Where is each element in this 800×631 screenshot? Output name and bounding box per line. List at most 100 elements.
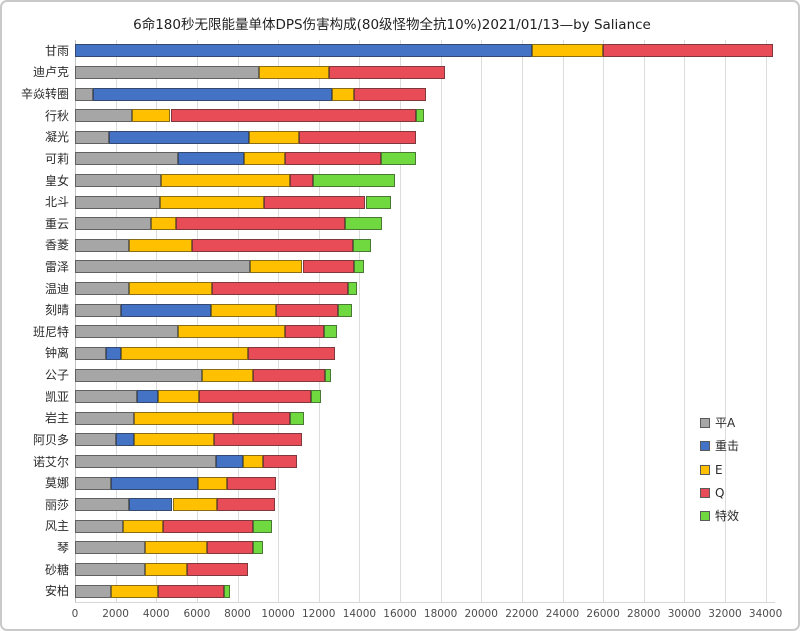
bar-segment-平A [75, 174, 162, 187]
bar-segment-特效 [365, 195, 391, 209]
bar-segment-平A [75, 411, 134, 425]
x-tick-label: 4000 [142, 608, 170, 620]
gridline-x-8000 [237, 40, 239, 602]
category-label: 辛焱转圈 [20, 87, 69, 102]
bar-row-凝光 [2, 130, 798, 144]
gridline-x-22000 [521, 40, 523, 602]
gridline-x-26000 [603, 40, 605, 602]
bar-segment-Q [227, 476, 276, 490]
bar-segment-E [258, 65, 329, 79]
bar-segment-E [161, 174, 291, 187]
x-tick-label: 24000 [545, 608, 580, 620]
category-label: 重云 [44, 216, 69, 231]
bar-row-诺艾尔 [2, 455, 798, 468]
bar-segment-特效 [290, 411, 305, 425]
bar-segment-重击 [177, 152, 244, 166]
bar-segment-Q [328, 65, 445, 79]
bar-segment-Q [233, 411, 291, 425]
category-label: 琴 [56, 540, 69, 555]
category-label: 可莉 [44, 151, 69, 166]
legend-swatch-icon [700, 464, 710, 475]
bar-segment-平A [75, 195, 161, 209]
bar-segment-特效 [323, 325, 337, 339]
category-label: 香菱 [44, 238, 69, 253]
category-label: 行秋 [44, 108, 69, 123]
bar-segment-Q [198, 390, 311, 404]
legend-item-平A: 平A [700, 416, 735, 430]
bar-segment-平A [75, 87, 94, 101]
bar-segment-平A [75, 368, 202, 382]
bar-row-辛焱转圈 [2, 87, 798, 101]
bar-segment-平A [75, 325, 178, 339]
bar-row-重云 [2, 217, 798, 231]
bar-segment-平A [75, 476, 111, 490]
bar-segment-特效 [354, 260, 365, 274]
bar-row-阿贝多 [2, 433, 798, 447]
gridline-x-4000 [156, 40, 158, 602]
bar-segment-平A [75, 282, 129, 296]
bar-row-雷泽 [2, 260, 798, 274]
bar-segment-E [242, 455, 263, 468]
bar-segment-Q [302, 260, 355, 274]
bar-segment-E [211, 303, 277, 317]
bar-segment-平A [75, 455, 217, 468]
bar-segment-特效 [312, 174, 395, 187]
x-tick-label: 8000 [224, 608, 251, 620]
bar-segment-平A [75, 130, 109, 144]
category-label: 公子 [44, 368, 69, 383]
bar-segment-Q [158, 584, 225, 598]
bar-row-安柏 [2, 584, 798, 598]
x-tick-label: 14000 [342, 608, 377, 620]
legend-label: Q [715, 485, 725, 500]
legend-item-E: E [700, 463, 723, 477]
bar-row-香菱 [2, 238, 798, 252]
bar-row-迪卢克 [2, 65, 798, 79]
bar-row-皇女 [2, 174, 798, 187]
legend-label: 平A [715, 416, 736, 430]
bar-segment-重击 [105, 346, 121, 360]
bar-segment-E [120, 346, 248, 360]
legend-swatch-icon [700, 418, 710, 428]
bar-segment-Q [186, 563, 248, 577]
gridline-x-12000 [318, 40, 320, 602]
x-tick-label: 0 [71, 608, 79, 620]
category-label: 凝光 [44, 130, 69, 145]
bar-segment-重击 [137, 390, 159, 404]
bar-segment-Q [354, 87, 427, 101]
x-tick-label: 16000 [383, 608, 417, 620]
bar-segment-平A [75, 390, 137, 404]
bar-segment-特效 [416, 109, 425, 123]
bar-segment-E [133, 411, 234, 425]
bar-segment-E [131, 109, 171, 123]
category-label: 岩主 [44, 411, 69, 426]
gridline-x-34000 [765, 40, 767, 602]
gridline-x-2000 [115, 40, 117, 602]
bar-row-凯亚 [2, 390, 798, 404]
gridline-x-20000 [481, 40, 483, 602]
bar-row-北斗 [2, 195, 798, 209]
bar-segment-Q [299, 130, 417, 144]
bar-row-丽莎 [2, 498, 798, 512]
gridline-x-16000 [400, 40, 401, 602]
legend-swatch-icon [700, 511, 710, 522]
bar-row-岩主 [2, 411, 798, 425]
x-tick-label: 20000 [464, 608, 498, 620]
category-label: 甘雨 [44, 43, 69, 58]
bar-segment-Q [207, 541, 253, 555]
bar-segment-Q [285, 152, 381, 166]
bar-segment-Q [163, 519, 253, 533]
category-label: 雷泽 [44, 259, 69, 274]
legend-label: E [715, 462, 723, 477]
bar-segment-E [532, 44, 604, 58]
bar-segment-E [248, 130, 300, 144]
x-tick-label: 26000 [586, 608, 620, 620]
category-label: 诺艾尔 [32, 454, 69, 469]
bar-segment-E [160, 195, 264, 209]
bar-segment-平A [75, 238, 129, 252]
bar-segment-E [151, 217, 176, 231]
bar-row-风主 [2, 519, 798, 533]
x-tick-label: 6000 [183, 608, 211, 620]
category-label: 班尼特 [32, 324, 69, 339]
bar-segment-特效 [348, 282, 358, 296]
